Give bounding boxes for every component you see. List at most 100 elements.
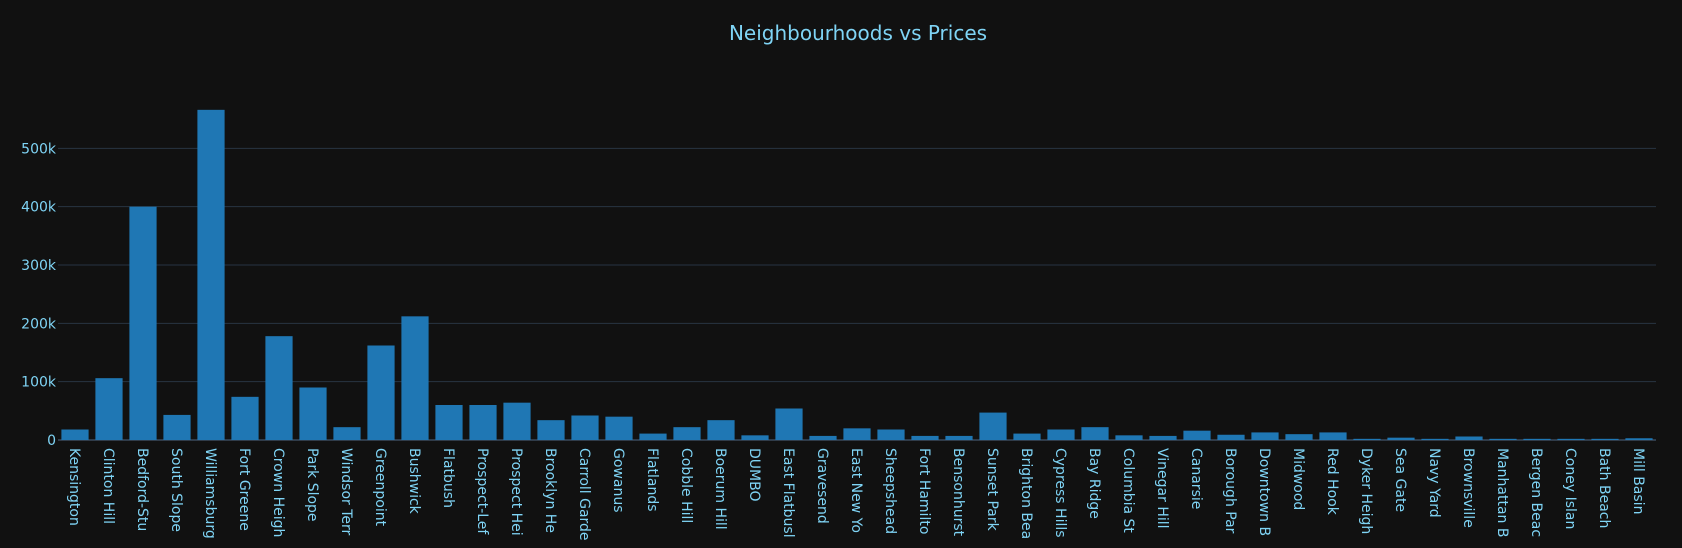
- x-tick-label: Cobble Hill: [678, 448, 694, 523]
- bar[interactable]: [979, 412, 1007, 440]
- bar[interactable]: [843, 428, 871, 440]
- x-tick-label: Dyker Heigh: [1358, 448, 1374, 534]
- x-tick-label: Kensington: [66, 448, 82, 526]
- bar[interactable]: [1387, 437, 1415, 440]
- x-tick-label: Prospect Hei: [508, 448, 524, 536]
- bar[interactable]: [809, 435, 837, 440]
- x-tick-label: Bensonhurst: [950, 448, 966, 537]
- x-tick-label: Bay Ridge: [1086, 448, 1102, 519]
- x-tick-label: Sheepshead: [882, 448, 898, 534]
- bar[interactable]: [1217, 434, 1245, 440]
- bar[interactable]: [95, 378, 123, 440]
- x-tick-label: Bedford-Stu: [134, 448, 150, 531]
- x-tick-label: Bergen Beac: [1528, 448, 1544, 537]
- x-tick-label: Downtown B: [1256, 448, 1272, 536]
- bar[interactable]: [945, 435, 973, 440]
- x-tick-label: Park Slope: [304, 448, 320, 522]
- x-tick-label: DUMBO: [746, 448, 762, 501]
- bar[interactable]: [673, 427, 701, 440]
- x-tick-label: Red Hook: [1324, 448, 1340, 516]
- x-tick-label: Coney Islan: [1562, 448, 1578, 529]
- bar[interactable]: [1047, 429, 1075, 441]
- bar[interactable]: [1591, 438, 1619, 440]
- bar[interactable]: [163, 414, 191, 440]
- bar[interactable]: [1115, 435, 1143, 440]
- bar[interactable]: [299, 387, 327, 441]
- bar[interactable]: [401, 316, 429, 440]
- bar[interactable]: [911, 435, 939, 440]
- x-tick-label: Mill Basin: [1630, 448, 1646, 514]
- x-tick-label: Fort Hamilto: [916, 448, 932, 534]
- x-tick-label: East New Yo: [848, 448, 864, 533]
- bar[interactable]: [1081, 427, 1109, 440]
- x-tick-label: Clinton Hill: [100, 448, 116, 524]
- x-tick-label: Bushwick: [406, 448, 422, 515]
- gridlines: [58, 147, 1656, 441]
- bar[interactable]: [61, 429, 89, 441]
- bar[interactable]: [231, 396, 259, 440]
- x-tick-label: Flatlands: [644, 448, 660, 512]
- bar[interactable]: [1353, 438, 1381, 440]
- chart-title: Neighbourhoods vs Prices: [729, 21, 987, 45]
- x-tick-label: Sea Gate: [1392, 448, 1408, 512]
- y-tick-label: 200k: [21, 316, 57, 332]
- x-tick-label: Manhattan B: [1494, 448, 1510, 537]
- x-tick-label: Carroll Garde: [576, 448, 592, 541]
- y-tick-label: 0: [47, 433, 56, 449]
- x-tick-label: Borough Par: [1222, 448, 1238, 534]
- bar[interactable]: [265, 336, 293, 440]
- bar[interactable]: [435, 405, 463, 440]
- x-tick-label: Midwood: [1290, 448, 1306, 510]
- y-axis-ticks: 0 100k 200k 300k 400k 500k: [21, 141, 57, 449]
- x-tick-label: Navy Yard: [1426, 448, 1442, 518]
- x-tick-label: Gowanus: [610, 448, 626, 512]
- bar[interactable]: [1421, 438, 1449, 440]
- y-tick-label: 500k: [21, 141, 57, 157]
- y-tick-label: 100k: [21, 375, 57, 391]
- bar[interactable]: [741, 435, 769, 440]
- x-tick-label: South Slope: [168, 448, 184, 532]
- x-tick-label: Prospect-Lef: [474, 448, 490, 535]
- bar[interactable]: [639, 433, 667, 440]
- bar[interactable]: [1183, 430, 1211, 440]
- bar[interactable]: [129, 206, 157, 440]
- bar[interactable]: [1455, 436, 1483, 441]
- bar[interactable]: [537, 420, 565, 440]
- x-tick-label: Cypress Hills: [1052, 448, 1068, 538]
- bar[interactable]: [605, 416, 633, 440]
- x-tick-label: Fort Greene: [236, 448, 252, 531]
- bar[interactable]: [367, 345, 395, 441]
- bar[interactable]: [469, 405, 497, 440]
- x-tick-label: Canarsie: [1188, 448, 1204, 509]
- x-tick-label: Gravesend: [814, 448, 830, 524]
- bar[interactable]: [1625, 438, 1653, 440]
- bar[interactable]: [571, 415, 599, 441]
- x-axis-ticks: Kensington Clinton Hill Bedford-Stu South S…: [66, 448, 1646, 541]
- x-tick-label: Columbia St: [1120, 448, 1136, 533]
- bar[interactable]: [707, 420, 735, 440]
- bar[interactable]: [197, 109, 225, 440]
- bar[interactable]: [1251, 432, 1279, 440]
- x-tick-label: Williamsburg: [202, 448, 218, 539]
- y-tick-label: 400k: [21, 200, 57, 216]
- x-tick-label: Brighton Bea: [1018, 448, 1034, 539]
- x-tick-label: Windsor Terr: [338, 448, 354, 536]
- bar[interactable]: [877, 429, 905, 441]
- bar[interactable]: [1285, 434, 1313, 440]
- x-tick-label: East Flatbusl: [780, 448, 796, 538]
- x-tick-label: Vinegar Hill: [1154, 448, 1170, 529]
- bar[interactable]: [1013, 433, 1041, 440]
- bar[interactable]: [775, 408, 803, 441]
- bar[interactable]: [503, 402, 531, 440]
- x-tick-label: Bath Beach: [1596, 448, 1612, 528]
- x-tick-label: Brownsville: [1460, 448, 1476, 528]
- bar[interactable]: [1557, 438, 1585, 440]
- bar[interactable]: [1523, 438, 1551, 440]
- bar[interactable]: [1489, 438, 1517, 440]
- bar[interactable]: [1319, 432, 1347, 440]
- y-tick-label: 300k: [21, 258, 57, 274]
- x-tick-label: Brooklyn He: [542, 448, 558, 533]
- bar[interactable]: [333, 427, 361, 440]
- bar[interactable]: [1149, 435, 1177, 440]
